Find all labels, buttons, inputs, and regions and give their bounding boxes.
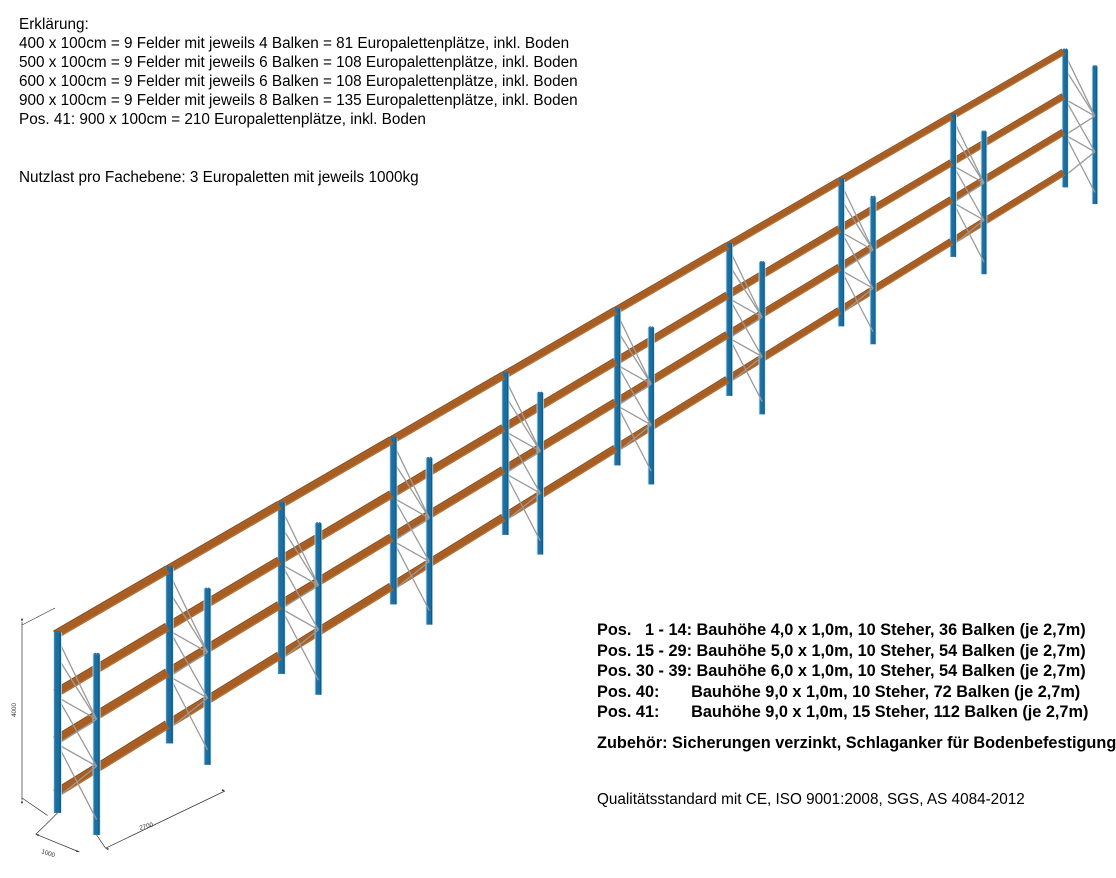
svg-text:2700: 2700 <box>139 821 155 832</box>
svg-text:4000: 4000 <box>11 702 18 717</box>
svg-text:1000: 1000 <box>40 848 56 859</box>
